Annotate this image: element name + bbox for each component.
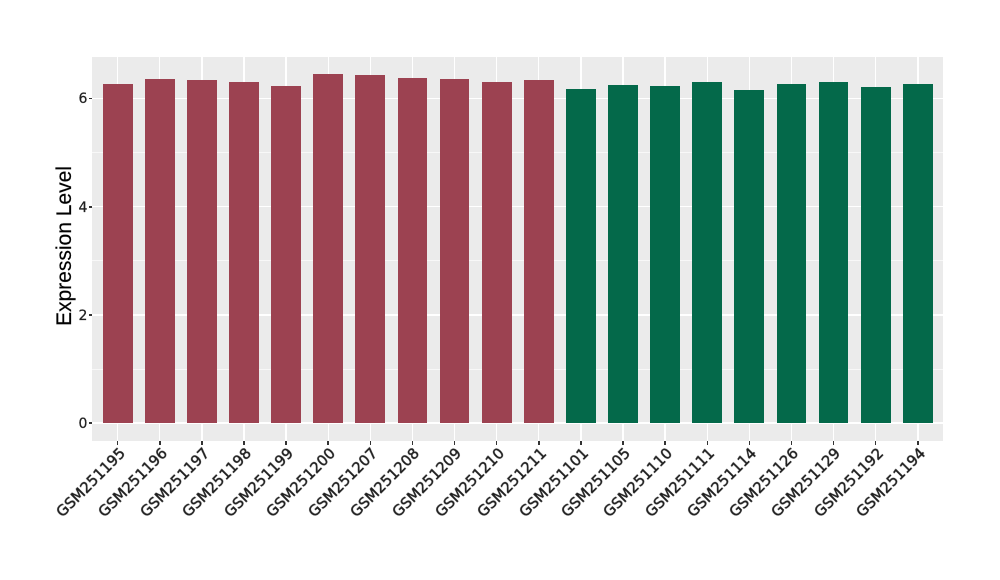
gridline-major-y4 — [92, 206, 944, 208]
x-tick-mark-GSM251192 — [874, 440, 877, 446]
x-tick-mark-GSM251195 — [116, 440, 119, 446]
x-tick-mark-GSM251199 — [285, 440, 287, 446]
y-tick-label-6: 6 — [78, 91, 88, 108]
bar-GSM251114 — [734, 90, 765, 424]
x-tick-mark-GSM251196 — [159, 440, 161, 446]
x-tick-mark-GSM251207 — [369, 440, 372, 446]
x-tick-mark-GSM251129 — [832, 440, 835, 446]
bar-GSM251197 — [187, 80, 217, 424]
x-tick-mark-GSM251110 — [664, 440, 666, 446]
gridline-major-y2 — [92, 314, 944, 316]
bar-GSM251198 — [229, 81, 259, 424]
bar-GSM251101 — [566, 88, 596, 424]
x-tick-mark-GSM251208 — [411, 440, 414, 446]
bar-GSM251126 — [776, 83, 807, 424]
y-tick-mark-4 — [89, 206, 93, 208]
x-tick-mark-GSM251197 — [201, 440, 203, 446]
x-tick-mark-GSM251114 — [748, 440, 751, 446]
x-tick-mark-GSM251126 — [790, 440, 793, 446]
x-tick-mark-GSM251200 — [327, 440, 329, 446]
bar-GSM251199 — [271, 86, 301, 424]
bar-GSM251211 — [523, 79, 554, 424]
x-tick-mark-GSM251210 — [495, 440, 498, 446]
bar-GSM251129 — [818, 81, 849, 424]
gridline-major-y6 — [92, 97, 944, 100]
y-tick-mark-2 — [89, 314, 93, 316]
y-tick-label-2: 2 — [78, 307, 88, 324]
x-tick-mark-GSM251101 — [580, 440, 582, 446]
y-tick-label-4: 4 — [78, 199, 88, 216]
y-tick-label-0: 0 — [78, 415, 88, 432]
y-tick-mark-0 — [89, 422, 93, 424]
bar-GSM251207 — [355, 75, 386, 424]
x-tick-mark-GSM251211 — [538, 440, 540, 446]
bar-GSM251208 — [397, 78, 428, 424]
gridline-minor-y5 — [92, 152, 944, 154]
bar-GSM251105 — [608, 85, 638, 424]
x-tick-mark-GSM251198 — [243, 440, 245, 446]
bar-GSM251194 — [902, 83, 933, 424]
x-tick-mark-GSM251209 — [453, 440, 456, 446]
y-tick-mark-6 — [89, 97, 93, 100]
x-tick-mark-GSM251194 — [917, 440, 919, 446]
bar-GSM251210 — [481, 81, 512, 424]
y-axis-title: Expression Level — [53, 165, 76, 326]
bar-GSM251200 — [313, 74, 344, 424]
gridline-minor-y3 — [92, 260, 944, 262]
bar-GSM251110 — [650, 85, 681, 424]
x-tick-mark-GSM251111 — [706, 440, 708, 446]
bar-GSM251111 — [692, 81, 723, 424]
gridline-major-y0 — [92, 422, 944, 424]
bar-GSM251192 — [860, 87, 891, 424]
plot-panel — [92, 56, 944, 441]
gridline-minor-y1 — [92, 368, 944, 370]
x-tick-mark-GSM251105 — [622, 440, 624, 446]
bar-GSM251196 — [144, 79, 175, 424]
bar-GSM251195 — [102, 83, 133, 424]
bar-GSM251209 — [439, 78, 470, 424]
